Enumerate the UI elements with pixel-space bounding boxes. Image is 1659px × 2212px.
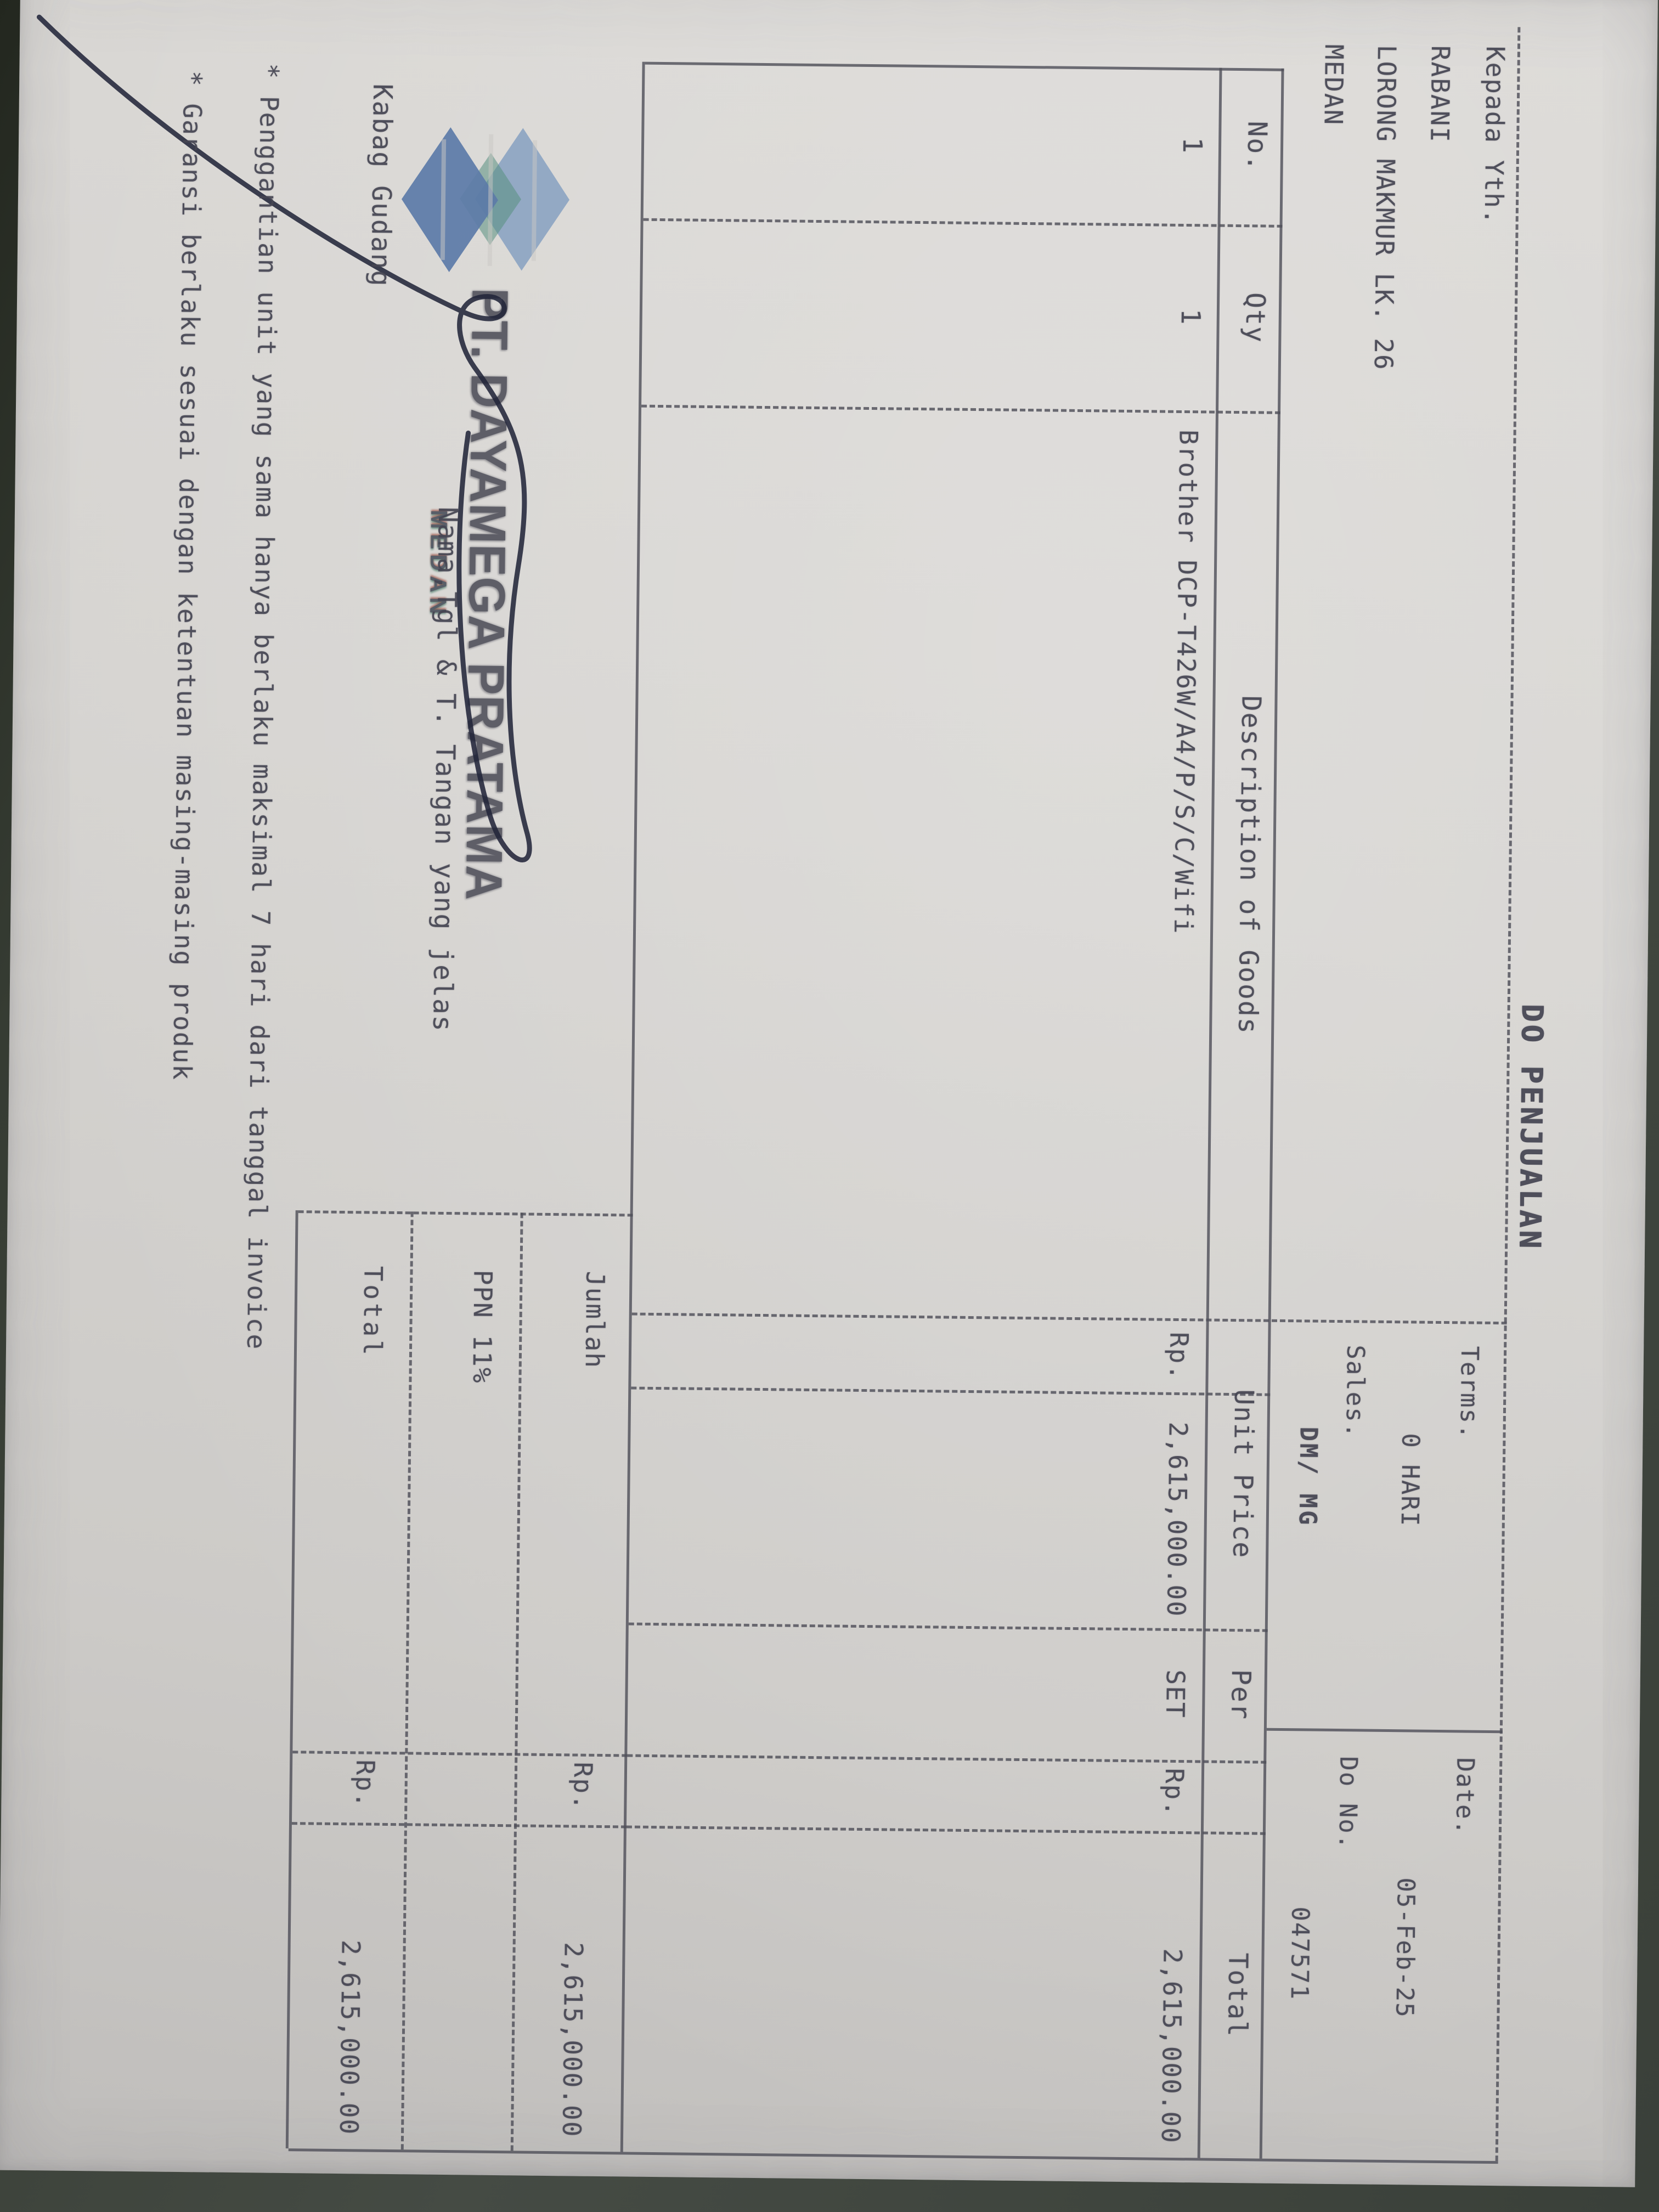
company-logo-icon: [401, 127, 569, 272]
signer-role: Kabag Gudang: [365, 83, 398, 287]
signature-note: Nama,Tgl & T. Tangan yang jelas: [427, 506, 464, 1033]
